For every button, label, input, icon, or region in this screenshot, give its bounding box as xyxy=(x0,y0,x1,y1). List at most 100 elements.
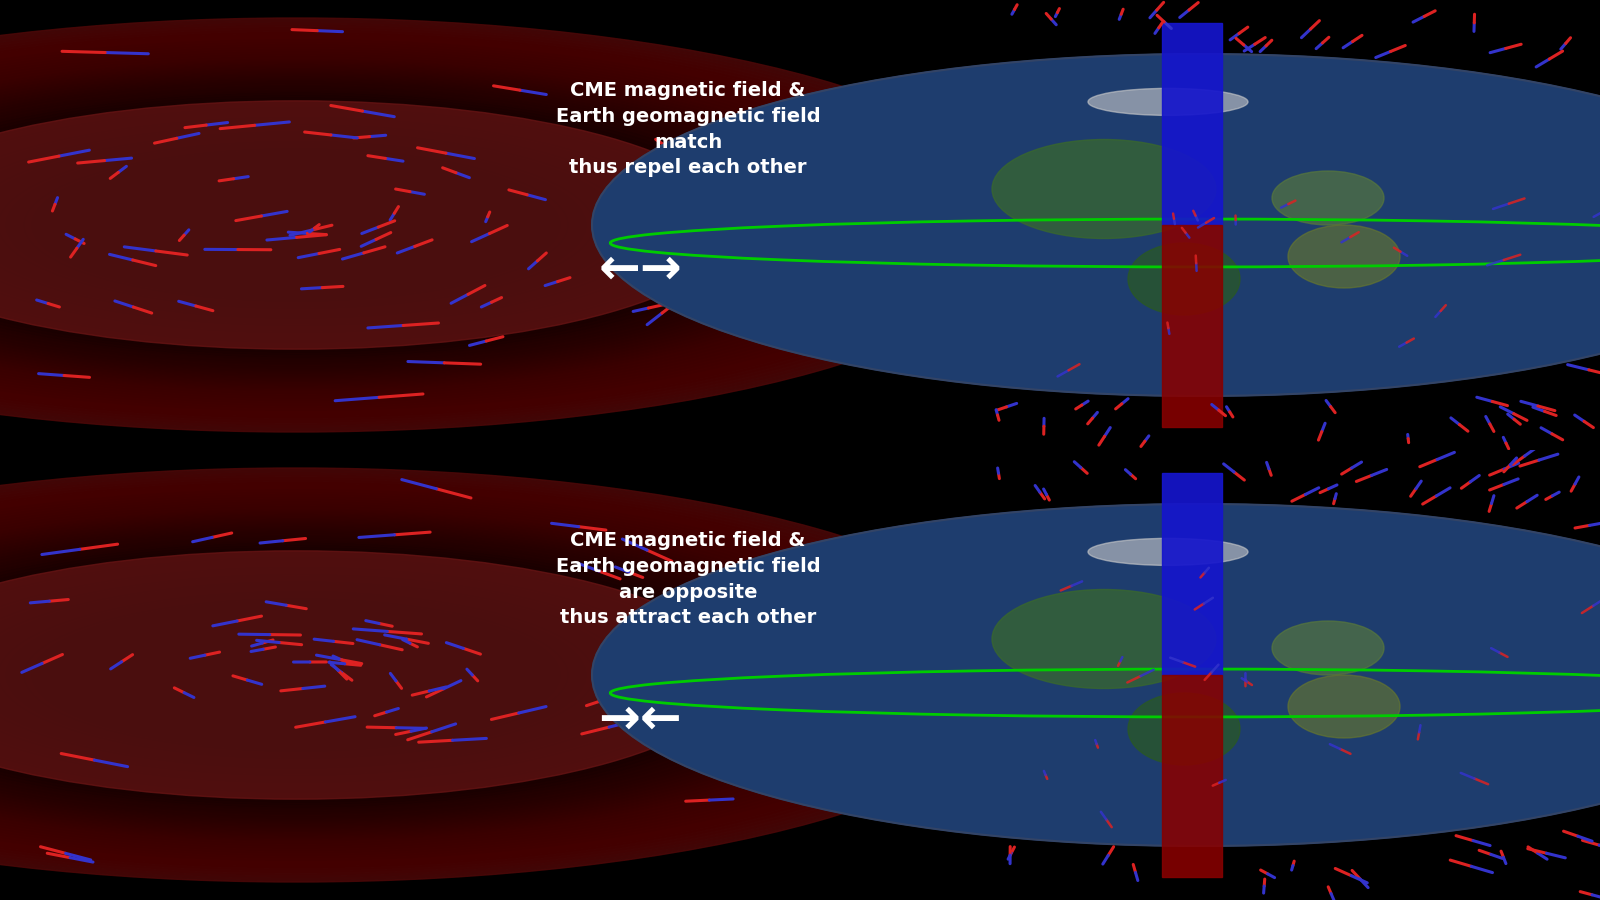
Circle shape xyxy=(58,608,534,742)
Circle shape xyxy=(0,105,723,345)
Ellipse shape xyxy=(1272,621,1384,675)
Circle shape xyxy=(0,478,998,872)
Ellipse shape xyxy=(992,140,1216,238)
Circle shape xyxy=(0,122,662,328)
Circle shape xyxy=(0,577,646,773)
Circle shape xyxy=(0,511,877,839)
Circle shape xyxy=(0,514,869,836)
Circle shape xyxy=(0,74,835,376)
Circle shape xyxy=(0,589,603,761)
Circle shape xyxy=(0,504,902,846)
Circle shape xyxy=(0,540,774,810)
Circle shape xyxy=(0,564,688,786)
Ellipse shape xyxy=(1128,243,1240,315)
Ellipse shape xyxy=(1288,675,1400,738)
Circle shape xyxy=(0,22,1014,427)
Circle shape xyxy=(0,497,930,853)
Circle shape xyxy=(0,136,611,314)
Circle shape xyxy=(0,521,843,829)
Circle shape xyxy=(0,81,808,369)
Circle shape xyxy=(32,151,560,299)
Circle shape xyxy=(32,601,560,749)
Circle shape xyxy=(0,64,869,386)
FancyBboxPatch shape xyxy=(1162,225,1222,427)
Text: →←: →← xyxy=(598,696,682,744)
Circle shape xyxy=(0,103,731,347)
Circle shape xyxy=(42,153,550,297)
Circle shape xyxy=(0,471,1024,879)
Circle shape xyxy=(0,570,672,780)
Circle shape xyxy=(0,550,741,800)
Circle shape xyxy=(592,504,1600,846)
Circle shape xyxy=(6,144,586,306)
Circle shape xyxy=(50,156,542,294)
Circle shape xyxy=(0,25,1006,425)
Ellipse shape xyxy=(1288,225,1400,288)
FancyBboxPatch shape xyxy=(1162,473,1222,675)
Circle shape xyxy=(0,584,619,766)
Circle shape xyxy=(0,538,782,812)
Circle shape xyxy=(0,40,955,410)
Circle shape xyxy=(0,95,757,355)
FancyBboxPatch shape xyxy=(1162,675,1222,877)
Circle shape xyxy=(0,528,818,822)
Circle shape xyxy=(0,551,738,799)
Circle shape xyxy=(0,482,981,868)
Circle shape xyxy=(0,574,654,776)
Circle shape xyxy=(67,610,525,740)
Circle shape xyxy=(0,507,894,843)
Circle shape xyxy=(0,490,955,860)
Circle shape xyxy=(0,101,738,349)
Circle shape xyxy=(0,495,938,855)
Circle shape xyxy=(0,524,835,826)
Circle shape xyxy=(0,114,688,336)
Circle shape xyxy=(6,594,586,756)
Circle shape xyxy=(0,83,800,367)
Circle shape xyxy=(0,517,861,833)
Circle shape xyxy=(0,91,774,359)
FancyBboxPatch shape xyxy=(1162,23,1222,225)
Circle shape xyxy=(67,160,525,290)
Circle shape xyxy=(0,485,971,865)
Circle shape xyxy=(0,141,594,309)
Circle shape xyxy=(0,47,930,403)
Circle shape xyxy=(0,52,912,398)
Ellipse shape xyxy=(992,590,1216,688)
Circle shape xyxy=(0,18,1032,432)
Circle shape xyxy=(0,553,731,797)
Circle shape xyxy=(0,28,998,422)
Circle shape xyxy=(0,54,902,396)
Circle shape xyxy=(24,598,568,752)
Circle shape xyxy=(14,146,578,304)
Circle shape xyxy=(0,45,938,405)
Circle shape xyxy=(0,18,1032,432)
Text: CME magnetic field &
Earth geomagnetic field
are opposite
thus attract each othe: CME magnetic field & Earth geomagnetic f… xyxy=(555,531,821,627)
Circle shape xyxy=(0,71,843,379)
Circle shape xyxy=(0,468,1032,882)
Circle shape xyxy=(0,562,698,788)
Circle shape xyxy=(0,545,757,805)
Circle shape xyxy=(24,148,568,302)
Circle shape xyxy=(0,110,706,340)
Circle shape xyxy=(0,500,920,850)
Circle shape xyxy=(0,586,611,764)
Text: CME magnetic field &
Earth geomagnetic field
match
thus repel each other: CME magnetic field & Earth geomagnetic f… xyxy=(555,81,821,177)
Circle shape xyxy=(0,509,886,841)
Circle shape xyxy=(0,581,629,769)
Circle shape xyxy=(0,555,723,795)
Circle shape xyxy=(50,606,542,744)
Circle shape xyxy=(0,124,654,326)
Circle shape xyxy=(0,475,1006,875)
Circle shape xyxy=(0,129,637,321)
Circle shape xyxy=(0,107,714,343)
Circle shape xyxy=(0,59,886,391)
Circle shape xyxy=(0,100,741,350)
Circle shape xyxy=(0,591,594,759)
Circle shape xyxy=(0,68,851,382)
Circle shape xyxy=(0,127,646,323)
Circle shape xyxy=(0,76,826,374)
Circle shape xyxy=(0,120,672,330)
Circle shape xyxy=(0,543,766,807)
Circle shape xyxy=(0,131,629,319)
Circle shape xyxy=(0,98,749,352)
